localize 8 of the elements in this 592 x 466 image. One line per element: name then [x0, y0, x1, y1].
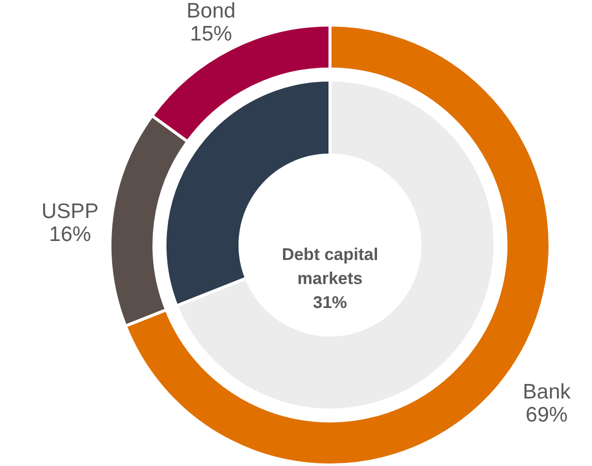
data-label: 16% [49, 223, 92, 246]
slice-label: Bond [186, 0, 236, 23]
slice-label: Bank [522, 380, 572, 404]
slice-label: Debt capital markets [282, 245, 378, 288]
data-label: 15% [190, 22, 232, 46]
data-label: 69% [526, 403, 568, 426]
text: 31% [312, 293, 348, 312]
slice-label: USPP [41, 200, 99, 224]
